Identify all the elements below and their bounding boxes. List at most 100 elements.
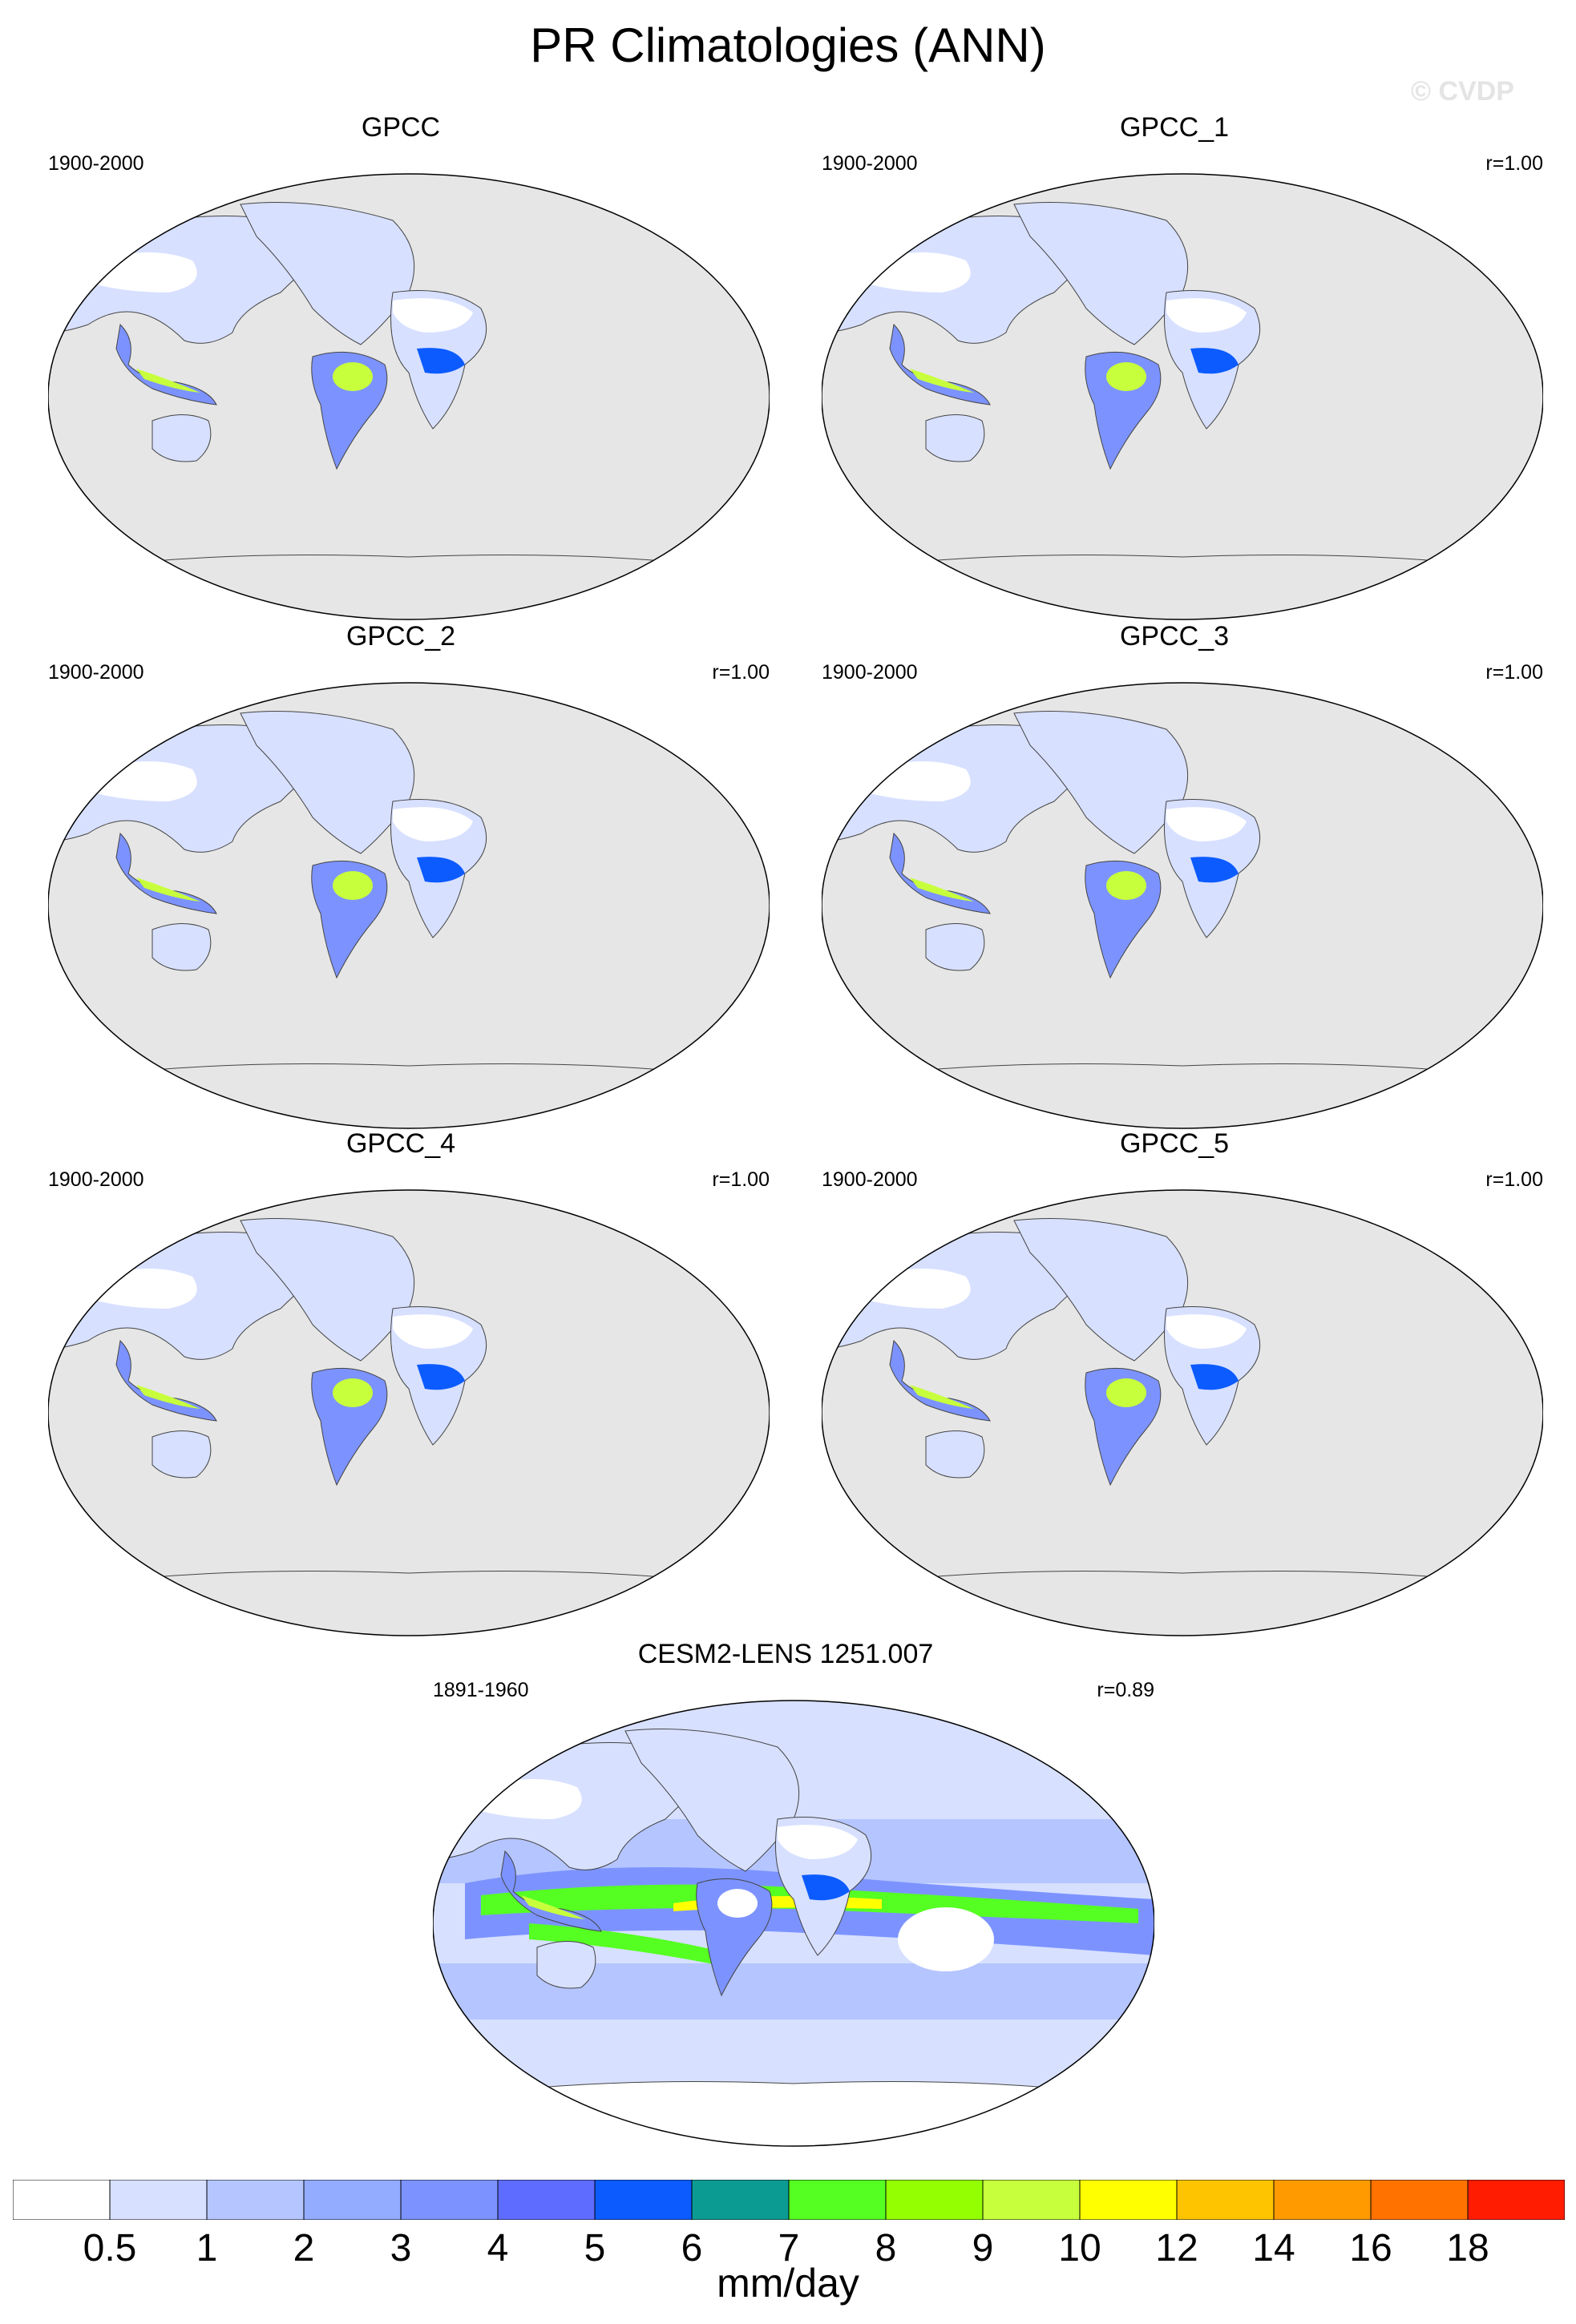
sahara — [1166, 1314, 1247, 1349]
precip-map — [822, 173, 1543, 620]
colorbar-tick-label: 10 — [1058, 2227, 1101, 2270]
panel-period: 1891-1960 — [433, 1679, 529, 1701]
colorbar-tick-label: 8 — [875, 2227, 897, 2270]
panel-correlation: r=1.00 — [1485, 661, 1543, 684]
maritime-max — [136, 878, 200, 902]
panel-title: CESM2-LENS 1251.007 — [637, 1639, 934, 1669]
congo — [417, 857, 465, 883]
congo — [1190, 348, 1239, 374]
sahara — [393, 807, 473, 841]
spcz — [529, 1923, 737, 1967]
panel-correlation: r=1.00 — [712, 661, 770, 684]
colorbar-labels: 0.5 1 2 3 4 5 6 7 8 9 10 12 14 16 18 — [0, 2226, 1576, 2274]
colorbar-swatch — [788, 2180, 887, 2220]
precip-map — [822, 682, 1543, 1129]
panel-title: GPCC_4 — [346, 1128, 456, 1159]
amazon — [1106, 871, 1146, 900]
colorbar-tick-label: 6 — [681, 2227, 703, 2270]
map-outline — [822, 682, 1543, 1129]
map-panel: GPCC_1 1900-2000 r=1.00 — [790, 112, 1559, 625]
maritime-max — [910, 1385, 974, 1409]
sahara — [393, 298, 473, 333]
congo — [1190, 857, 1239, 883]
colorbar-tick-label: 7 — [778, 2227, 800, 2270]
congo — [802, 1874, 850, 1901]
colorbar-swatch — [1370, 2180, 1469, 2220]
antarctica — [48, 1571, 770, 1636]
maritime-continent — [115, 1339, 217, 1422]
colorbar — [13, 2180, 1565, 2220]
amazon — [333, 1378, 373, 1407]
colorbar-swatch — [109, 2180, 208, 2220]
colorbar-tick-label: 18 — [1446, 2227, 1489, 2270]
panel-period: 1900-2000 — [48, 1168, 144, 1191]
panel-correlation: r=1.00 — [712, 1168, 770, 1191]
colorbar-tick-label: 12 — [1155, 2227, 1198, 2270]
watermark: © CVDP — [1411, 76, 1514, 107]
australia — [925, 923, 985, 971]
asia-dry — [96, 252, 197, 293]
maritime-max — [910, 369, 974, 393]
antarctica — [822, 1571, 1543, 1636]
main-title: PR Climatologies (ANN) — [530, 18, 1046, 72]
maritime-continent — [889, 1339, 991, 1422]
panel-period: 1900-2000 — [822, 152, 918, 175]
colorbar-tick-label: 0.5 — [83, 2227, 137, 2270]
map-outline — [48, 1189, 770, 1636]
map-outline — [433, 1700, 1154, 2147]
colorbar-tick-label: 1 — [196, 2227, 218, 2270]
panel-period: 1900-2000 — [822, 661, 918, 684]
colorbar-swatch — [691, 2180, 790, 2220]
australia — [925, 1430, 985, 1479]
sahara — [1166, 807, 1247, 841]
map-panel: GPCC_3 1900-2000 r=1.00 — [790, 621, 1559, 1134]
colorbar-tick-label: 16 — [1349, 2227, 1392, 2270]
maritime-max — [136, 1385, 200, 1409]
congo — [417, 348, 465, 374]
panel-title: GPCC_2 — [346, 621, 456, 652]
panel-title: GPCC_1 — [1119, 112, 1230, 143]
colorbar-swatch — [13, 2180, 111, 2220]
australia — [925, 414, 985, 462]
precip-map — [822, 1189, 1543, 1636]
panel-title: GPCC — [361, 112, 441, 143]
sahara — [1166, 298, 1247, 333]
map-outline — [48, 682, 770, 1129]
colorbar-swatch — [1273, 2180, 1372, 2220]
colorbar-tick-label: 5 — [584, 2227, 606, 2270]
antarctica — [822, 555, 1543, 619]
australia — [536, 1941, 596, 1989]
colorbar-swatch — [982, 2180, 1081, 2220]
asia-dry — [870, 252, 971, 293]
amazon — [1106, 362, 1146, 391]
panel-period: 1900-2000 — [48, 661, 144, 684]
map-panel: CESM2-LENS 1251.007 1891-1960 r=0.89 — [401, 1639, 1170, 2152]
maritime-max — [910, 878, 974, 902]
maritime-max — [136, 369, 200, 393]
congo — [1190, 1364, 1239, 1390]
colorbar-tick-label: 4 — [487, 2227, 509, 2270]
asia-dry — [870, 1269, 971, 1309]
map-panel: GPCC_4 1900-2000 r=1.00 — [16, 1128, 786, 1641]
amazon — [1106, 1378, 1146, 1407]
australia — [152, 414, 212, 462]
panel-period: 1900-2000 — [822, 1168, 918, 1191]
precip-map — [48, 173, 770, 620]
australia — [152, 1430, 212, 1479]
colorbar-swatch — [206, 2180, 305, 2220]
maritime-continent — [115, 832, 217, 914]
precip-map — [48, 1189, 770, 1636]
colorbar-swatch — [497, 2180, 596, 2220]
antarctica — [48, 1063, 770, 1128]
congo — [417, 1364, 465, 1390]
antarctica — [433, 2081, 1154, 2146]
maritime-max — [521, 1895, 585, 1919]
maritime-continent — [115, 323, 217, 405]
amazon — [333, 362, 373, 391]
map-panel: GPCC_2 1900-2000 r=1.00 — [16, 621, 786, 1134]
maritime-continent — [889, 832, 991, 914]
colorbar-swatch — [1176, 2180, 1275, 2220]
panel-period: 1900-2000 — [48, 152, 144, 175]
panel-title: GPCC_3 — [1119, 621, 1230, 652]
map-outline — [48, 173, 770, 620]
